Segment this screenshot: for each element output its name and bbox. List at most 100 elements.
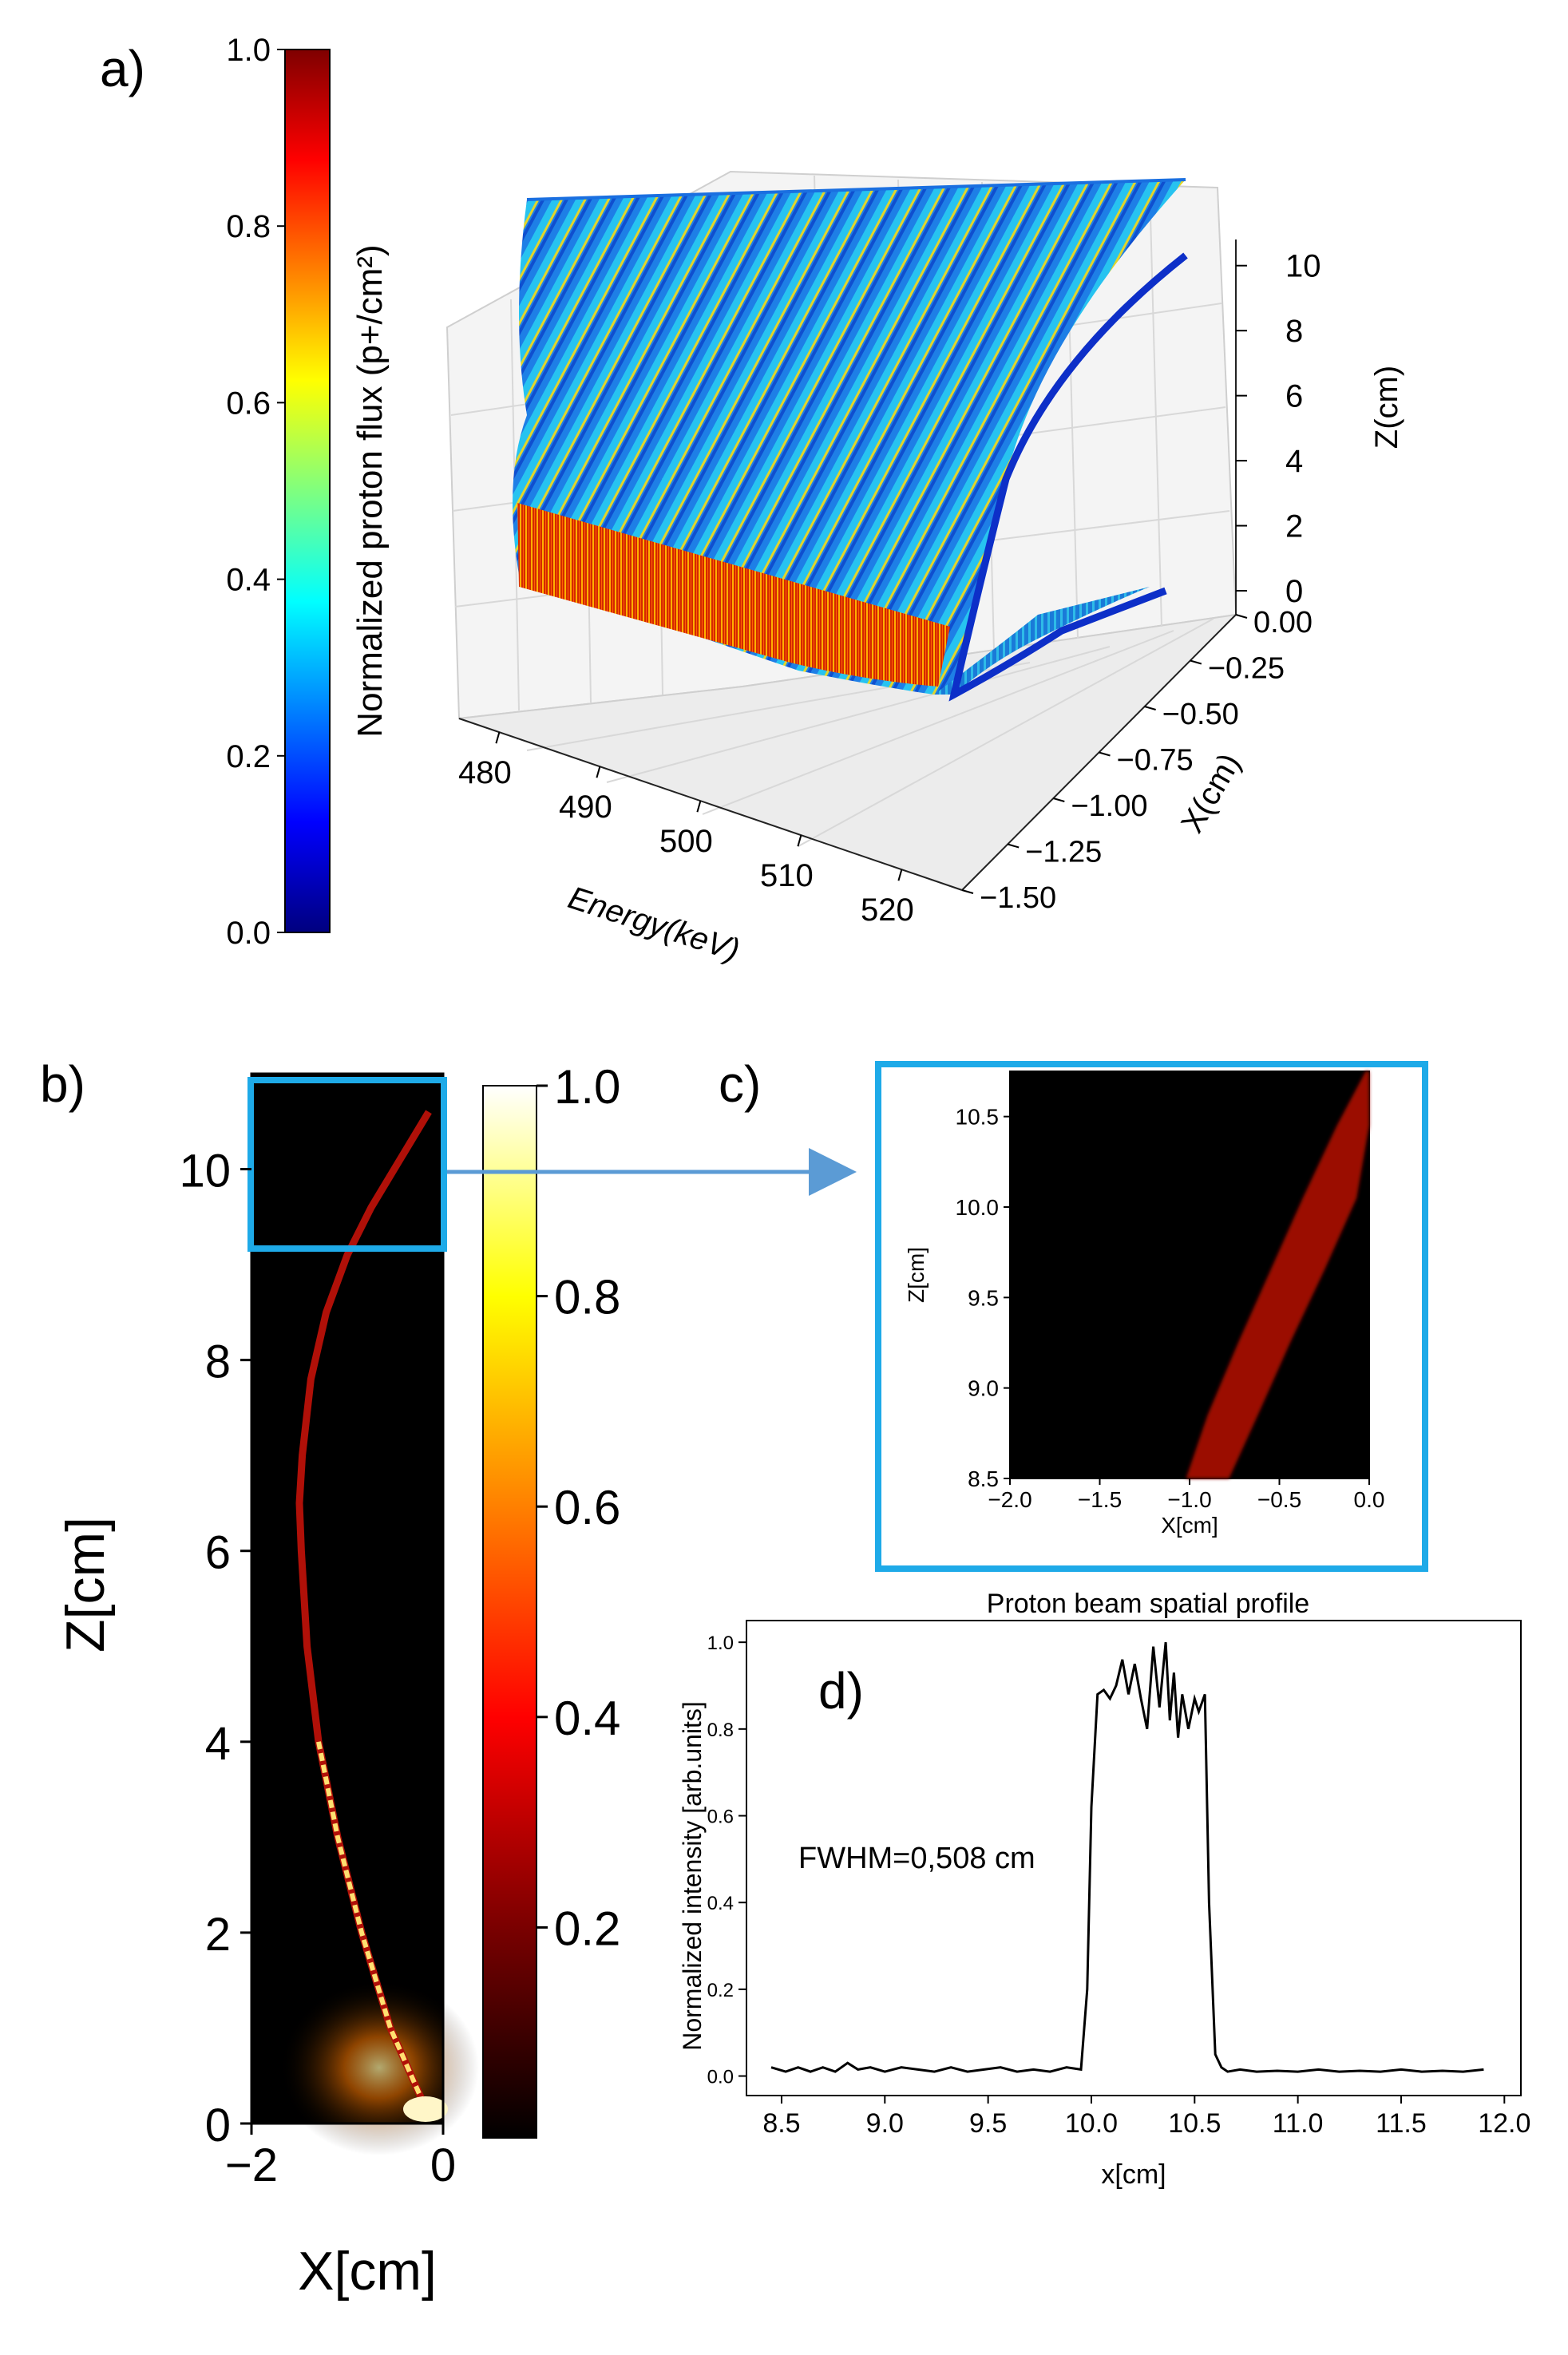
- panel-b-hotspot: [403, 2096, 448, 2122]
- panel-a-y-tick-label: −0.25: [1208, 652, 1285, 686]
- panel-d-y-tick-label: 0.6: [707, 1807, 734, 1828]
- panel-c-y-tick-label: 9.0: [968, 1376, 999, 1401]
- panel-a-x-tick-label: 510: [760, 858, 814, 893]
- panel-a-z-tick-label: 4: [1285, 444, 1303, 479]
- panel-c-y-label: Z[cm]: [904, 1247, 929, 1303]
- panel-d-y-tick-label: 0.0: [707, 2067, 734, 2088]
- panel-c-y-ticks: 8.5 9.0 9.5 10.0 10.5: [956, 1105, 1010, 1491]
- panel-c: c) −2.0 −1.5 −1.0 −0.5 0.0 8.5 9.0 9.5 10.0 10.5…: [719, 1055, 1428, 1572]
- panel-a-x-ticks: 480 490 500 510 520: [458, 731, 914, 928]
- panel-b-y-tick-label: 2: [205, 1909, 231, 1961]
- panel-b-x-ticks: −2 0: [225, 2123, 456, 2191]
- panel-b-plot-frame: [250, 1072, 445, 2125]
- panel-c-y-tick-label: 8.5: [968, 1466, 999, 1491]
- panel-a-y-tick-label: −1.00: [1071, 790, 1147, 823]
- panel-a-y-tick-label: −0.50: [1162, 698, 1239, 731]
- panel-b-x-tick-label: −2: [225, 2139, 278, 2191]
- panel-a-colorbar-gradient: [284, 49, 331, 933]
- panel-b-y-tick-label: 10: [179, 1146, 231, 1197]
- panel-a-z-tick-label: 2: [1285, 509, 1303, 544]
- panel-a-x-tick-label: 500: [659, 824, 713, 859]
- panel-d-y-tick-label: 0.2: [707, 1980, 734, 2001]
- panel-a-y-tick-label: −1.25: [1025, 836, 1102, 869]
- panel-a-colorbar-tick-label: 1.0: [226, 33, 271, 68]
- panel-b-x-label: X[cm]: [298, 2241, 437, 2302]
- panel-c-x-tick-label: 0.0: [1354, 1487, 1385, 1512]
- panel-a-y-tick: [961, 889, 974, 894]
- panel-a-y-tick: [1099, 751, 1111, 757]
- panel-d-x-tick-label: 10.5: [1168, 2108, 1221, 2139]
- panel-d-y-tick-label: 1.0: [707, 1633, 734, 1654]
- panel-a-z-tick-label: 8: [1285, 314, 1303, 349]
- panel-c-x-ticks: −2.0 −1.5 −1.0 −0.5 0.0: [988, 1478, 1384, 1512]
- panel-d-x-label: x[cm]: [1101, 2159, 1166, 2190]
- panel-b-y-tick-label: 0: [205, 2100, 231, 2151]
- panel-a-colorbar-tick-label: 0.8: [226, 209, 271, 244]
- panel-c-beam-band: [1186, 1071, 1369, 1478]
- panel-d-x-tick-label: 9.5: [969, 2108, 1007, 2139]
- panel-d-x-tick-label: 8.5: [762, 2108, 800, 2139]
- panel-a-x-tick: [596, 766, 601, 778]
- panel-d-x-tick-label: 12.0: [1478, 2108, 1530, 2139]
- panel-a-surface-hot-band: [517, 503, 950, 687]
- panel-d: Proton beam spatial profile d) FWHM=0,50…: [678, 1589, 1530, 2190]
- panel-a-y-tick: [1007, 843, 1020, 849]
- panel-b-colorbar: 0.2 0.4 0.6 0.8 1.0: [482, 1060, 620, 2139]
- panel-a-x-tick-label: 480: [458, 755, 512, 790]
- panel-c-y-tick-label: 10.5: [956, 1105, 1000, 1130]
- panel-b-y-tick-label: 8: [205, 1336, 231, 1388]
- panel-a-colorbar-tick-label: 0.6: [226, 386, 271, 421]
- panel-d-y-label: Normalized intensity [arb.units]: [678, 1701, 707, 2051]
- panel-a-z-tick-label: 6: [1285, 379, 1303, 414]
- panel-a-surface-edge: [948, 252, 1188, 702]
- panel-d-annotation: FWHM=0,508 cm: [798, 1842, 1035, 1875]
- panel-c-x-tick-label: −2.0: [988, 1487, 1031, 1512]
- panel-d-letter: d): [818, 1662, 864, 1720]
- panel-d-x-ticks: 8.5 9.0 9.5 10.0 10.5 11.0 11.5 12.0: [762, 2096, 1530, 2139]
- panel-c-y-tick-label: 10.0: [956, 1195, 1000, 1220]
- panel-a-y-tick: [1190, 659, 1202, 665]
- panel-a-z-label: Z(cm): [1369, 366, 1404, 449]
- panel-b-plot-area: [251, 1074, 443, 2123]
- panel-d-x-tick-label: 10.0: [1065, 2108, 1118, 2139]
- panel-a-y-tick: [1144, 706, 1156, 710]
- panel-a-x-tick: [897, 869, 903, 881]
- panel-b-colorbar-tick-label: 0.4: [554, 1692, 620, 1745]
- panel-a-y-tick: [1235, 614, 1248, 619]
- panel-a-y-tick-label: −1.50: [980, 881, 1056, 915]
- panel-c-x-tick-label: −1.5: [1078, 1487, 1122, 1512]
- panel-b-colorbar-tick-label: 0.2: [554, 1902, 620, 1955]
- panel-c-letter: c): [719, 1055, 761, 1113]
- panel-a-x-label: Energy(keV): [564, 880, 744, 968]
- panel-d-y-ticks: 0.0 0.2 0.4 0.6 0.8 1.0: [707, 1633, 746, 2088]
- panel-d-plot-area: [746, 1620, 1522, 2096]
- panel-b-y-label: Z[cm]: [55, 1517, 116, 1652]
- panel-a-z-tick-label: 0: [1285, 574, 1303, 609]
- panel-d-x-tick-label: 11.5: [1376, 2108, 1427, 2139]
- panel-a-colorbar-tick-label: 0.2: [226, 739, 271, 774]
- panel-a-surface-top-edge: [526, 178, 1186, 201]
- panel-b-x-tick-label: 0: [430, 2139, 456, 2191]
- panel-b-y-tick-label: 4: [205, 1718, 231, 1770]
- panel-b-beam-track-hot: [316, 1741, 426, 2106]
- panel-b-y-tick-label: 6: [205, 1527, 231, 1579]
- panel-d-profile-line: [770, 1642, 1484, 2073]
- panel-b-colorbar-tick-label: 0.6: [554, 1481, 620, 1534]
- panel-d-y-tick-label: 0.4: [707, 1893, 734, 1914]
- panel-a-x-tick: [495, 731, 501, 744]
- panel-a-x-tick-label: 490: [559, 790, 612, 825]
- panel-a-surface: [513, 178, 1188, 702]
- panel-d-x-tick-label: 11.0: [1273, 2108, 1324, 2139]
- panel-c-x-tick-label: −1.0: [1167, 1487, 1211, 1512]
- panel-a-y-tick-label: 0.00: [1253, 606, 1313, 639]
- panel-a-z-tick-label: 10: [1285, 249, 1321, 284]
- panel-a-colorbar-label: Normalized proton flux (p+/cm²): [350, 244, 390, 737]
- panel-b-bottom-glow: [279, 1980, 479, 2155]
- panel-a-z-ticks: 0 2 4 6 8 10: [1236, 249, 1321, 609]
- panel-d-title: Proton beam spatial profile: [987, 1589, 1309, 1619]
- panel-b-highlight-box: [247, 1077, 447, 1252]
- panel-a-surface-floor-strip: [934, 587, 1150, 695]
- panel-a-colorbar: 0.0 0.2 0.4 0.6 0.8 1.0 Normalized proton flu…: [226, 33, 390, 951]
